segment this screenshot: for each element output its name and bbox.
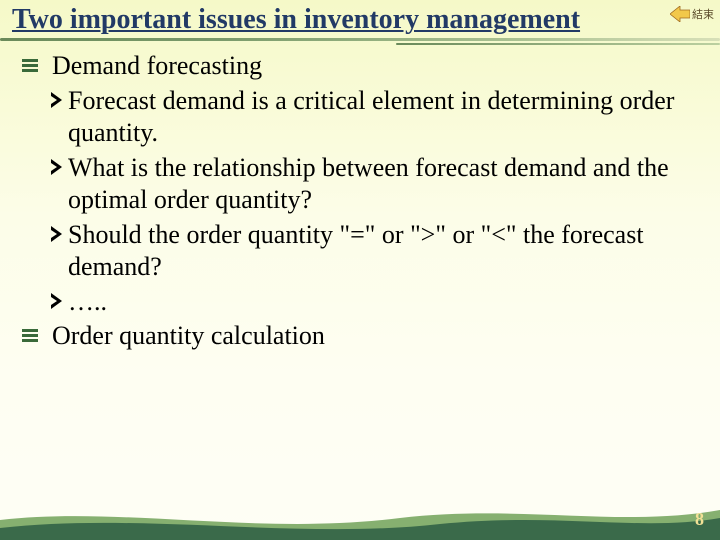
bars-bullet-icon bbox=[22, 329, 38, 342]
list-item: ….. bbox=[68, 286, 696, 319]
list-item: Order quantity calculation bbox=[52, 320, 696, 353]
footer-decoration: 8 bbox=[0, 498, 720, 540]
chevron-bullet-icon bbox=[50, 291, 64, 311]
end-label: 結束 bbox=[692, 6, 714, 22]
end-nav-button[interactable]: 結束 bbox=[670, 6, 714, 22]
page-number: 8 bbox=[695, 509, 704, 530]
bullet-text: Demand forecasting bbox=[52, 51, 262, 80]
chevron-bullet-icon bbox=[50, 157, 64, 177]
list-item: Forecast demand is a critical element in… bbox=[68, 85, 696, 150]
bullet-text: ….. bbox=[68, 287, 107, 316]
list-item: What is the relationship between forecas… bbox=[68, 152, 696, 217]
slide-body: Demand forecasting Forecast demand is a … bbox=[0, 50, 720, 353]
back-arrow-icon bbox=[670, 6, 690, 22]
bars-bullet-icon bbox=[22, 59, 38, 72]
chevron-bullet-icon bbox=[50, 224, 64, 244]
bullet-text: Order quantity calculation bbox=[52, 321, 325, 350]
list-item: Should the order quantity "=" or ">" or … bbox=[68, 219, 696, 284]
list-item: Demand forecasting bbox=[52, 50, 696, 83]
title-divider bbox=[0, 32, 720, 50]
chevron-bullet-icon bbox=[50, 90, 64, 110]
bullet-text: Forecast demand is a critical element in… bbox=[68, 86, 674, 148]
bullet-text: What is the relationship between forecas… bbox=[68, 153, 669, 215]
title-area: Two important issues in inventory manage… bbox=[0, 0, 720, 36]
bullet-text: Should the order quantity "=" or ">" or … bbox=[68, 220, 644, 282]
